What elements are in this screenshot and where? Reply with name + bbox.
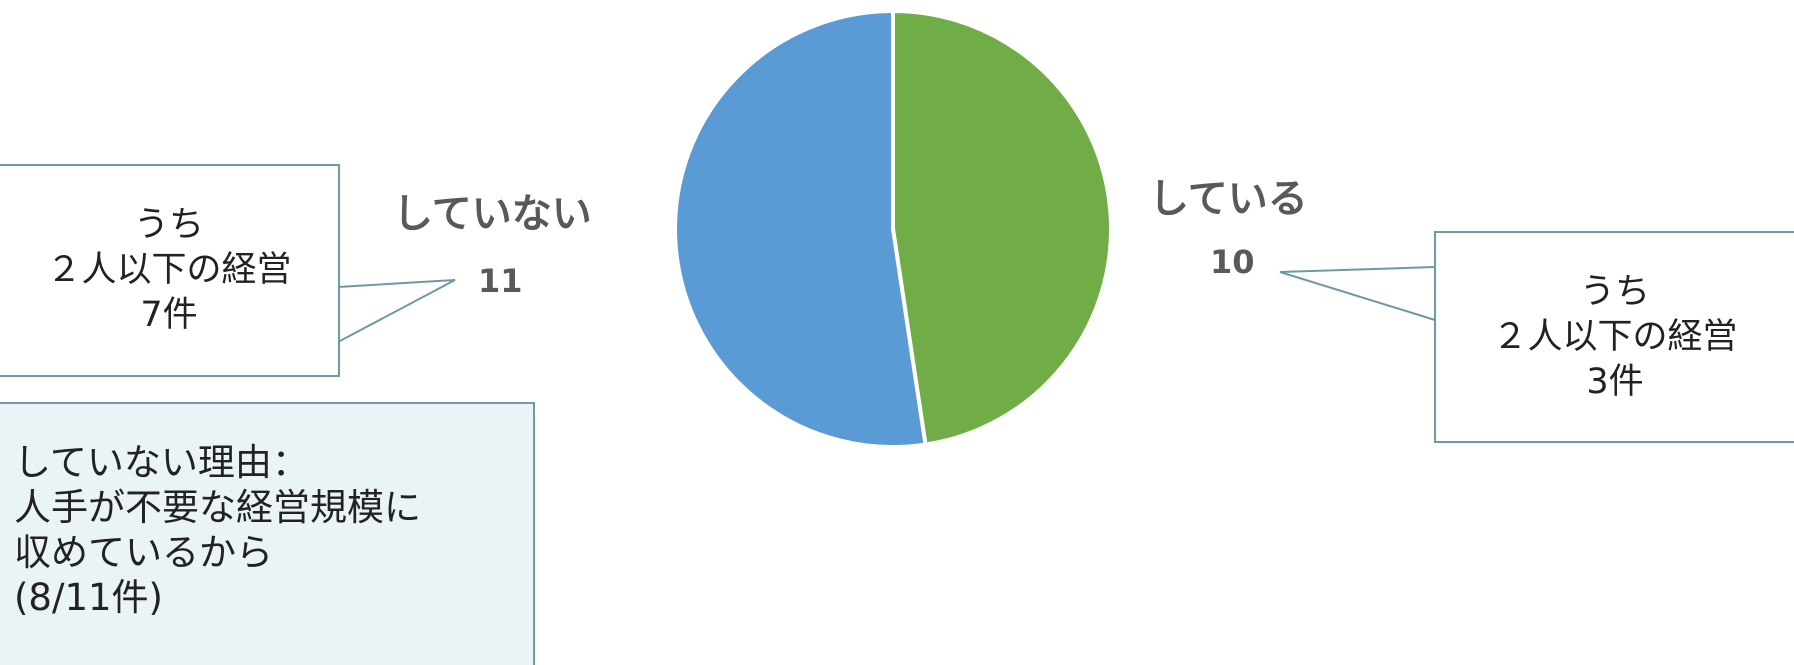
- callout-doing: うち ２人以下の経営 3件: [1434, 231, 1794, 443]
- callout-doing-line-2: ２人以下の経営: [1492, 316, 1738, 357]
- callout-doing-line-1: うち: [1579, 271, 1650, 312]
- reason-line-1: していない理由：: [14, 441, 309, 484]
- leader-line-doing: [1279, 266, 1436, 321]
- callout-doing-line-3: 3件: [1586, 361, 1644, 402]
- callout-not-doing-line-1: うち: [133, 205, 204, 245]
- reason-box: していない理由： 人手が不要な経営規模に 収めているから (8/11件): [0, 402, 535, 665]
- callout-not-doing-line-3: 7件: [140, 295, 198, 335]
- reason-line-3: 収めているから: [14, 531, 273, 574]
- pie-slice-doing: [891, 9, 1113, 447]
- category-label-doing: している: [1149, 176, 1308, 222]
- category-label-not-doing: していない: [393, 191, 592, 237]
- value-label-doing: 10: [1210, 243, 1255, 281]
- value-label-not-doing: 11: [478, 262, 523, 300]
- pie-slice-not-doing: [673, 9, 928, 449]
- leader-line-not-doing: [337, 279, 456, 343]
- callout-not-doing: うち ２人以下の経営 7件: [0, 164, 340, 377]
- callout-not-doing-line-2: ２人以下の経営: [46, 250, 292, 290]
- reason-line-4: (8/11件): [14, 576, 163, 619]
- reason-line-2: 人手が不要な経営規模に: [14, 486, 421, 529]
